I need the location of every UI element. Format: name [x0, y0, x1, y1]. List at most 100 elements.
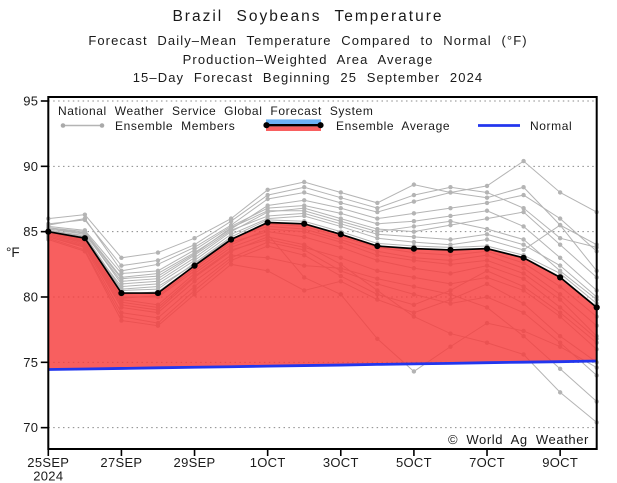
ensemble-member-point [375, 221, 380, 227]
ensemble-average-point [557, 274, 564, 281]
chart-subtitle-3: 15–Day Forecast Beginning 25 September 2… [133, 70, 484, 85]
ensemble-member-point [411, 199, 417, 204]
ensemble-member-point [448, 237, 453, 242]
ensemble-member-point [302, 208, 307, 213]
ensemble-member-point [448, 213, 453, 219]
legend-normal-label: Normal [530, 119, 572, 133]
ensemble-member-point [338, 195, 343, 200]
ensemble-member-point [338, 190, 343, 195]
ensemble-member-point [302, 198, 307, 203]
ensemble-member-point [338, 205, 343, 211]
ensemble-member-point [375, 209, 380, 215]
ensemble-member-point [557, 216, 563, 221]
ensemble-member-point [557, 268, 563, 274]
chart-title: Brazil Soybeans Temperature [172, 8, 443, 25]
ensemble-member-line [48, 219, 598, 304]
above-normal-fill-layer [48, 222, 597, 370]
ensemble-member-point [265, 192, 270, 198]
ensemble-average-point [337, 231, 344, 238]
ensemble-member-point [521, 192, 526, 198]
ensemble-member-point [484, 216, 490, 221]
ensemble-member-point [557, 390, 563, 395]
y-tick-label: 85 [23, 224, 38, 239]
ensemble-member-point [302, 179, 307, 185]
ensemble-member-point [375, 200, 380, 206]
ensemble-member-point [375, 205, 380, 211]
ensemble-member-point [521, 237, 526, 242]
ensemble-member-point [521, 224, 526, 229]
y-axis-unit-label: °F [6, 245, 20, 260]
ensemble-member-line [48, 181, 598, 272]
watermark-text: © World Ag Weather [448, 432, 589, 447]
ensemble-member-point [484, 237, 490, 242]
ensemble-member-line [48, 160, 597, 272]
ensemble-member-point [192, 258, 197, 263]
ensemble-member-line [48, 212, 598, 298]
ensemble-member-point [411, 182, 417, 187]
ensemble-member-point [521, 158, 526, 164]
ensemble-member-point [557, 190, 563, 195]
ensemble-member-point [448, 185, 453, 190]
legend-members-swatch [60, 123, 105, 128]
ensemble-member-point [228, 219, 234, 224]
x-tick-label: 5OCT [396, 455, 432, 470]
ensemble-member-point [155, 268, 161, 274]
ensemble-member-point [557, 242, 563, 247]
chart-subtitle-1: Forecast Daily–Mean Temperature Compared… [88, 33, 527, 48]
ensemble-average-layer [45, 219, 600, 311]
ensemble-member-point [411, 239, 417, 245]
ensemble-member-point [448, 219, 453, 224]
ensemble-member-point [411, 192, 417, 198]
ensemble-average-point [301, 220, 308, 227]
above-normal-fill [48, 222, 597, 370]
ensemble-member-point [448, 190, 453, 195]
ensemble-average-point [228, 236, 235, 243]
ensemble-member-point [228, 232, 234, 237]
normal-line-layer [48, 359, 597, 371]
y-tick-label: 80 [23, 289, 38, 304]
ensemble-member-line [48, 186, 597, 267]
ensemble-average-point [264, 219, 271, 226]
ensemble-member-line [48, 205, 598, 291]
x-tick-label: 9OCT [542, 455, 578, 470]
ensemble-average-point [81, 235, 88, 242]
x-tick-label: 27SEP [100, 455, 142, 470]
legend-average-swatch [263, 119, 324, 131]
ensemble-member-point [411, 224, 417, 229]
legend-members-label: Ensemble Members [115, 119, 235, 133]
ensemble-member-point [302, 190, 307, 195]
ensemble-member-point [155, 258, 161, 263]
ensemble-member-point [338, 224, 343, 229]
ensemble-average-point [447, 246, 454, 254]
ensemble-member-point [119, 271, 124, 276]
ensemble-average-point [520, 254, 527, 261]
ensemble-average-point [410, 245, 417, 252]
ensemble-member-point [302, 213, 307, 219]
ensemble-member-point [484, 200, 490, 206]
ensemble-member-point [155, 262, 161, 267]
ensemble-member-point [155, 250, 161, 255]
ensemble-member-point [119, 255, 124, 260]
ensemble-member-line [48, 194, 598, 278]
ensemble-member-point [484, 195, 490, 200]
ensemble-average-line [48, 221, 598, 309]
ensemble-member-point [192, 247, 197, 253]
ensemble-member-point [484, 183, 490, 189]
ensemble-member-point [557, 255, 563, 260]
legend: National Weather Service Global Forecast… [58, 104, 572, 133]
ensemble-member-point [557, 366, 563, 372]
ensemble-average-point [154, 289, 162, 297]
ensemble-member-line [48, 215, 597, 288]
ensemble-member-point [265, 187, 270, 193]
ensemble-member-point [411, 369, 417, 374]
ensemble-average-point [118, 289, 125, 297]
ensemble-member-point [375, 235, 380, 241]
ensemble-member-point [302, 203, 307, 208]
x-tick-label: 7OCT [469, 455, 505, 470]
ensemble-member-point [484, 232, 490, 237]
x-tick-label: 29SEP [174, 455, 216, 470]
ensemble-member-point [411, 219, 417, 224]
ensemble-average-point [374, 242, 381, 250]
